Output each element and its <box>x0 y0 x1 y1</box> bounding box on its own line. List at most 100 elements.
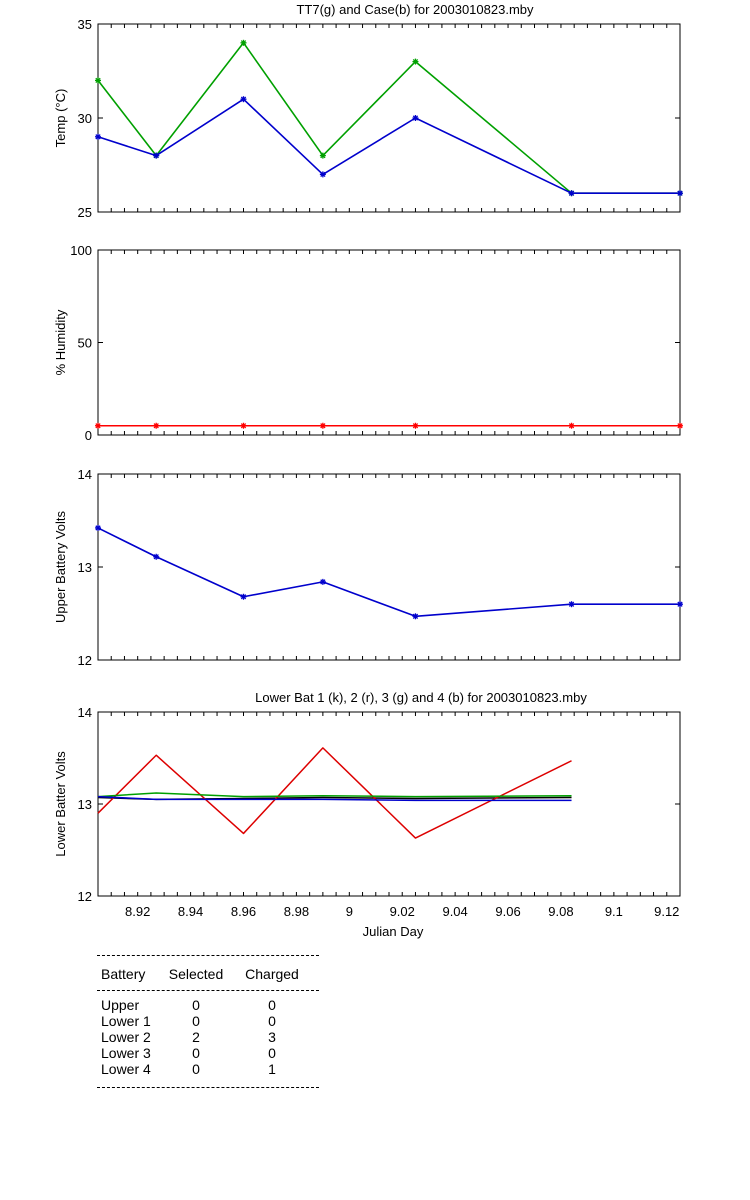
y-tick-label: 25 <box>78 205 92 220</box>
header-battery: Battery <box>101 966 146 982</box>
data-point-mark <box>95 423 101 429</box>
data-point-mark <box>412 613 419 619</box>
data-point-mark <box>320 579 326 585</box>
data-point <box>240 39 247 46</box>
data-point <box>95 422 101 429</box>
data-point-mark <box>240 96 247 102</box>
data-point <box>412 422 419 429</box>
y-tick-label: 12 <box>78 653 92 668</box>
x-tick-label: 9 <box>346 904 353 919</box>
y-tick-label: 13 <box>78 797 92 812</box>
charged-value: 1 <box>268 1061 276 1077</box>
battery-status-table: Battery Selected Charged Upper 0 0 Lower… <box>97 955 319 1088</box>
x-tick-label: 9.12 <box>654 904 679 919</box>
data-point-mark <box>95 525 101 531</box>
data-point-mark <box>677 601 683 607</box>
selected-value: 0 <box>192 1061 200 1077</box>
series-line-4 <box>97 795 572 802</box>
data-point <box>412 115 419 121</box>
table-row: Upper 0 0 <box>97 997 319 1013</box>
data-point <box>319 152 326 159</box>
chart-title: TT7(g) and Case(b) for 2003010823.mby <box>296 2 534 17</box>
y-tick-label: 14 <box>78 467 92 482</box>
plot-frame <box>97 473 681 661</box>
x-tick-label: 9.1 <box>605 904 623 919</box>
chart-panel-2: 0 50 100 % Humidity <box>53 243 683 443</box>
data-point <box>568 190 575 197</box>
data-point-mark <box>320 171 326 178</box>
battery-name: Lower 1 <box>101 1013 151 1029</box>
x-axis-label: Julian Day <box>363 924 424 939</box>
data-point-mark <box>568 423 575 429</box>
table-row: Lower 1 0 0 <box>97 1013 319 1029</box>
y-axis-label: % Humidity <box>53 309 68 375</box>
table-row: Lower 3 0 0 <box>97 1045 319 1061</box>
figure: 25 30 35 TT7(g) and Case(b) for 2003010823.… <box>53 2 683 939</box>
y-tick-label: 100 <box>70 243 92 258</box>
series-line-3 <box>97 792 572 798</box>
table-row: Lower 4 0 1 <box>97 1061 319 1077</box>
data-point-mark <box>95 77 101 84</box>
data-point-mark <box>677 190 683 196</box>
data-point <box>677 190 683 197</box>
data-point-mark <box>153 554 159 560</box>
selected-value: 0 <box>192 1013 200 1029</box>
x-tick-label: 9.04 <box>442 904 467 919</box>
y-tick-label: 13 <box>78 560 92 575</box>
battery-name: Lower 2 <box>101 1029 151 1045</box>
y-tick-label: 0 <box>85 428 92 443</box>
series-line-1 <box>97 527 680 618</box>
chart-panel-3: 12 13 14 Upper Battery Volts <box>53 467 683 668</box>
y-axis-label: Lower Batter Volts <box>53 751 68 857</box>
selected-value: 0 <box>192 1045 200 1061</box>
data-point <box>240 593 247 600</box>
header-charged: Charged <box>245 966 299 982</box>
data-point <box>319 578 326 585</box>
charged-value: 0 <box>268 1045 276 1061</box>
data-point-mark <box>240 594 247 600</box>
data-point <box>568 422 575 429</box>
data-point-mark <box>153 152 159 159</box>
y-tick-label: 30 <box>78 111 92 126</box>
data-point <box>153 553 160 560</box>
y-tick-label: 14 <box>78 705 92 720</box>
y-axis-label: Upper Battery Volts <box>53 511 68 623</box>
selected-value: 0 <box>192 997 200 1013</box>
data-point-mark <box>412 115 419 121</box>
data-point <box>153 422 160 429</box>
data-point-mark <box>320 423 326 429</box>
x-tick-label: 9.08 <box>548 904 573 919</box>
data-point-mark <box>95 134 101 140</box>
table-rule-bottom <box>97 1087 319 1088</box>
data-point-mark <box>568 190 575 196</box>
data-point <box>153 152 160 159</box>
y-axis-label: Temp (°C) <box>53 89 68 148</box>
data-point <box>677 422 683 429</box>
data-point <box>240 96 247 103</box>
charged-value: 0 <box>268 997 276 1013</box>
selected-value: 2 <box>192 1029 200 1045</box>
battery-name: Upper <box>101 997 140 1013</box>
data-point-mark <box>412 423 419 429</box>
table-rule-top <box>97 955 319 956</box>
data-point-mark <box>320 152 326 159</box>
data-point <box>412 613 419 620</box>
x-tick-label: 8.96 <box>231 904 256 919</box>
charged-value: 0 <box>268 1013 276 1029</box>
series-line-1 <box>97 41 680 194</box>
series-line-2 <box>97 747 572 839</box>
battery-name: Lower 4 <box>101 1061 151 1077</box>
data-point <box>319 422 326 429</box>
data-point <box>240 422 247 429</box>
data-point-mark <box>568 601 575 607</box>
data-point-mark <box>153 423 159 429</box>
y-tick-label: 50 <box>78 336 92 351</box>
plot-frame <box>97 249 681 436</box>
y-tick-label: 12 <box>78 889 92 904</box>
y-tick-label: 35 <box>78 17 92 32</box>
table-row: Lower 2 2 3 <box>97 1029 319 1045</box>
x-tick-label: 8.98 <box>284 904 309 919</box>
x-tick-label: 9.02 <box>390 904 415 919</box>
data-point-mark <box>240 40 247 46</box>
data-point <box>412 58 419 65</box>
